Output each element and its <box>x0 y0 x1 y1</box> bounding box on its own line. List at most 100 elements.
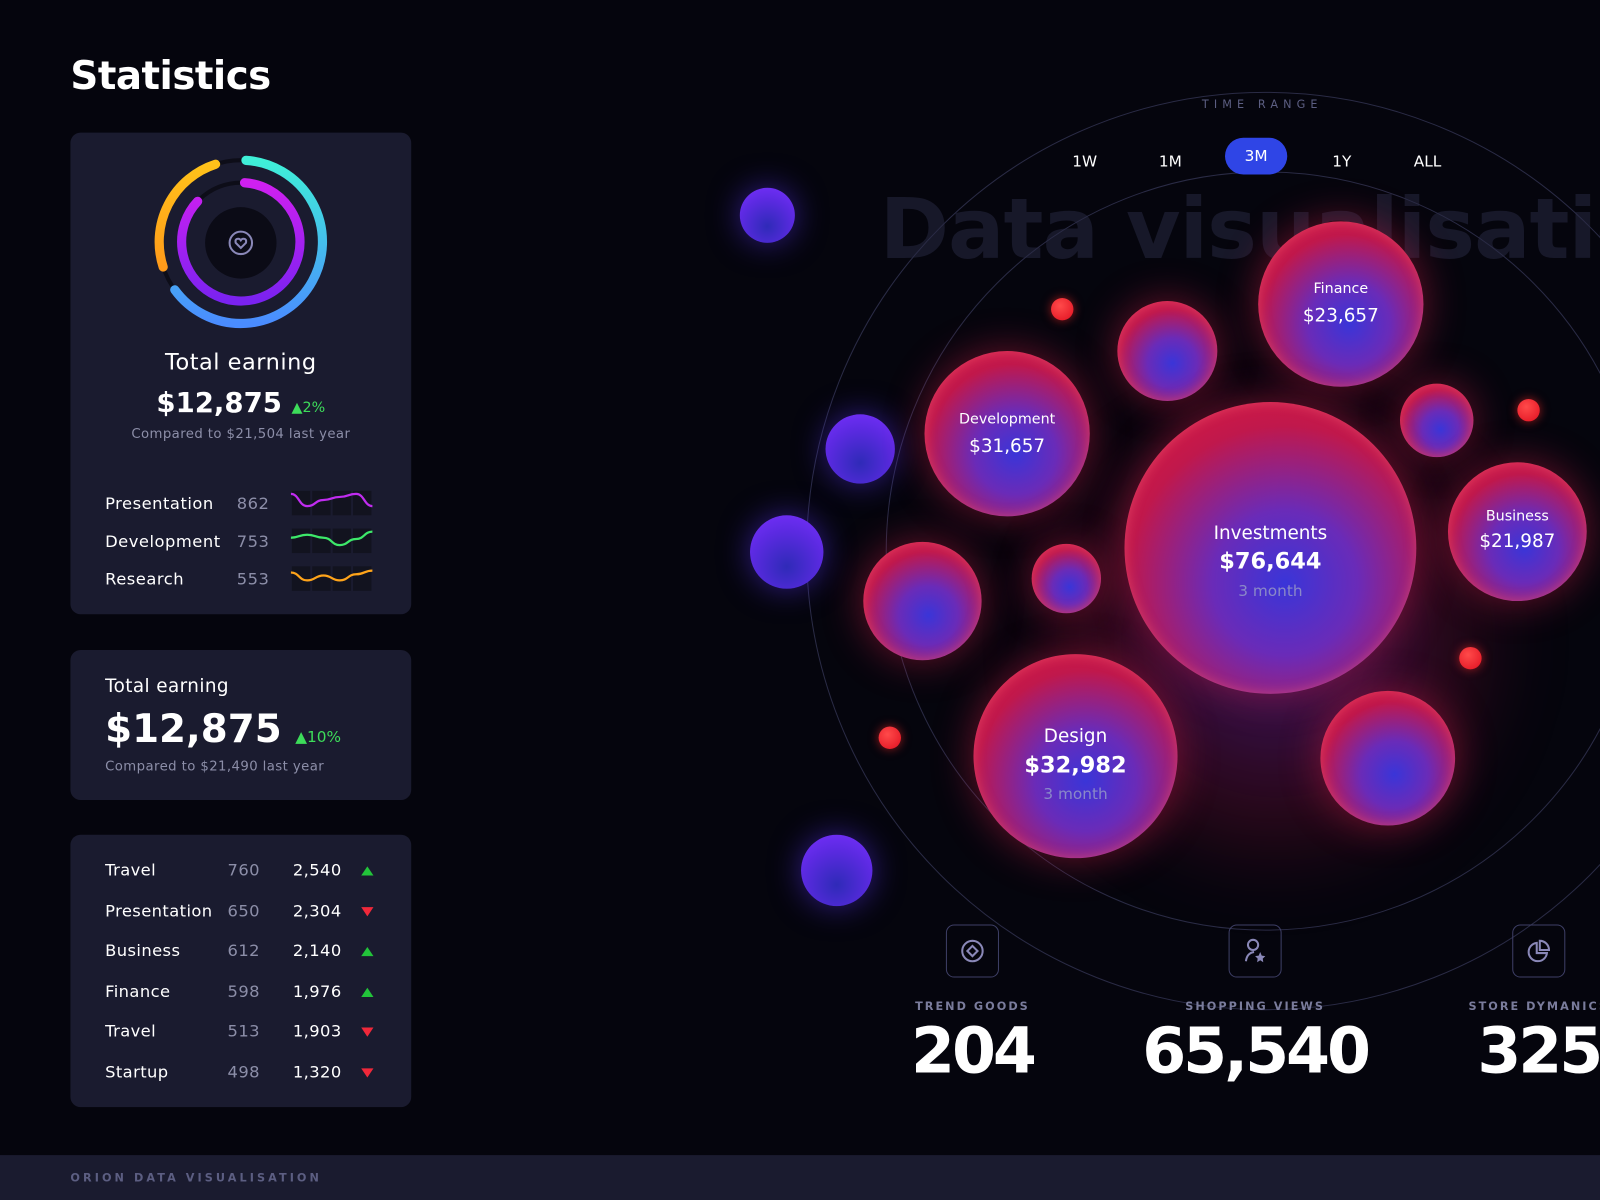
metric-row: Development 753 <box>105 528 381 557</box>
bubble[interactable] <box>825 414 895 484</box>
row-total: 2,540 <box>292 860 342 880</box>
row-name: Travel <box>105 1021 157 1042</box>
bubble[interactable] <box>1117 301 1218 402</box>
total-earning-card: Total earning $12,875 ▲2% Compared to $2… <box>70 132 412 615</box>
bubble-label: Design <box>1043 725 1108 747</box>
sparkline-cell <box>291 528 311 554</box>
change-value: 2% <box>302 400 326 417</box>
bubble-label: Finance <box>1313 280 1369 297</box>
table-row[interactable]: Business 612 2,140 <box>105 941 391 965</box>
trend-goods-button[interactable] <box>945 924 999 978</box>
dot <box>878 726 902 749</box>
stat-value: 204 <box>911 1013 1037 1088</box>
table-row[interactable]: Finance 598 1,976 <box>105 981 391 1005</box>
stat-label: SHOPPING VIEWS <box>1185 1000 1325 1014</box>
page-title: Statistics <box>70 53 271 98</box>
time-range-1m[interactable]: 1M <box>1158 152 1182 171</box>
sparkline-cell <box>332 528 352 554</box>
table-row[interactable]: Startup 498 1,320 <box>105 1062 391 1086</box>
amount: $12,875 <box>105 706 282 752</box>
store-dynamics-button[interactable] <box>1512 924 1566 978</box>
time-range-3m[interactable]: 3M <box>1225 137 1288 175</box>
change-badge: ▲2% <box>291 400 326 417</box>
compare-text: Compared to $21,504 last year <box>131 426 351 442</box>
bubble[interactable] <box>750 515 824 589</box>
bubble[interactable] <box>863 541 982 661</box>
table-row[interactable]: Travel 760 2,540 <box>105 860 391 884</box>
stat-label: TREND GOODS <box>915 1000 1030 1014</box>
sparkline-cell <box>332 566 352 591</box>
table-row[interactable]: Travel 513 1,903 <box>105 1022 391 1046</box>
bubble-period: 3 month <box>1238 581 1303 601</box>
metric-value: 553 <box>236 569 270 589</box>
stat-shopping-views: SHOPPING VIEWS 65,540 <box>1142 1000 1371 1088</box>
sparkline-cell <box>353 490 372 516</box>
dot <box>1051 297 1074 321</box>
sparkline-cell <box>312 566 331 591</box>
bubble-value: $32,982 <box>1024 753 1127 779</box>
metric-name: Research <box>105 569 185 589</box>
dot <box>1459 646 1482 670</box>
row-count: 598 <box>227 981 260 1001</box>
time-range-1w[interactable]: 1W <box>1072 152 1098 171</box>
bubble-investments[interactable]: Investments $76,644 3 month <box>1124 402 1417 694</box>
footer: ORION DATA VISUALISATION <box>0 1155 1600 1200</box>
bubble-development[interactable]: Development $31,657 <box>924 351 1090 517</box>
bubble-value: $23,657 <box>1302 305 1379 327</box>
bubble-value: $31,657 <box>969 435 1046 458</box>
row-name: Startup <box>105 1062 169 1082</box>
bubble[interactable] <box>1031 543 1102 614</box>
table-row[interactable]: Presentation 650 2,304 <box>105 901 391 925</box>
user-star-icon <box>1244 938 1266 963</box>
sparkline-line <box>290 569 373 582</box>
donut-segment <box>154 159 221 272</box>
row-total: 1,976 <box>292 981 342 1001</box>
row-name: Business <box>105 941 181 961</box>
category-table: Travel 760 2,540 Presentation 650 2,304 Busine… <box>70 834 412 1108</box>
sparkline-cell <box>312 528 331 554</box>
earning-amount: $12,875 ▲2% <box>70 388 411 420</box>
bubble[interactable] <box>739 187 795 243</box>
bubble-value: $21,987 <box>1479 530 1556 553</box>
stat-store-dymanics: STORE DYMANICS 325 <box>1468 1000 1600 1083</box>
metric-name: Development <box>105 531 221 552</box>
sparkline-line <box>290 492 373 508</box>
time-range-all[interactable]: ALL <box>1413 152 1442 171</box>
stat-value: 65,540 <box>1142 1013 1371 1088</box>
bubble-period: 3 month <box>1043 784 1108 804</box>
bubble-business[interactable]: Business $21,987 <box>1447 462 1587 602</box>
arrow-down-icon <box>361 906 374 916</box>
bubble[interactable] <box>801 834 873 907</box>
bubble-label: Business <box>1485 508 1549 525</box>
time-range-1y[interactable]: 1Y <box>1332 152 1352 171</box>
row-total: 1,320 <box>292 1062 342 1082</box>
arrow-down-icon <box>361 1068 374 1078</box>
row-count: 513 <box>227 1021 260 1042</box>
earning-amount: $12,875 ▲10% <box>105 706 341 751</box>
row-count: 650 <box>227 900 260 920</box>
total-earning-summary-card: Total earning $12,875 ▲10% Compared to $… <box>70 650 412 801</box>
time-range-label: TIME RANGE <box>1201 97 1323 112</box>
row-count: 498 <box>227 1062 260 1082</box>
row-total: 2,140 <box>292 941 342 961</box>
row-total: 1,903 <box>292 1021 342 1042</box>
heart-in-circle-icon <box>228 230 254 256</box>
bubble-design[interactable]: Design $32,982 3 month <box>973 654 1178 859</box>
card-title: Total earning <box>165 350 317 376</box>
shopping-views-button[interactable] <box>1228 924 1282 978</box>
bubble-value: $76,644 <box>1219 548 1322 575</box>
row-name: Finance <box>105 981 171 1001</box>
sparkline-cell <box>312 490 331 516</box>
arrow-down-icon <box>361 1027 374 1038</box>
metric-value: 753 <box>236 531 270 552</box>
bubble-finance[interactable]: Finance $23,657 <box>1258 221 1424 387</box>
row-count: 612 <box>227 941 260 961</box>
stat-label: STORE DYMANICS <box>1468 1000 1600 1014</box>
compare-text: Compared to $21,490 last year <box>105 759 325 775</box>
amount: $12,875 <box>156 387 282 420</box>
card-title: Total earning <box>105 675 229 697</box>
bubble[interactable] <box>1320 690 1456 826</box>
earning-donut-chart <box>154 155 327 329</box>
bubble[interactable] <box>1400 383 1474 458</box>
